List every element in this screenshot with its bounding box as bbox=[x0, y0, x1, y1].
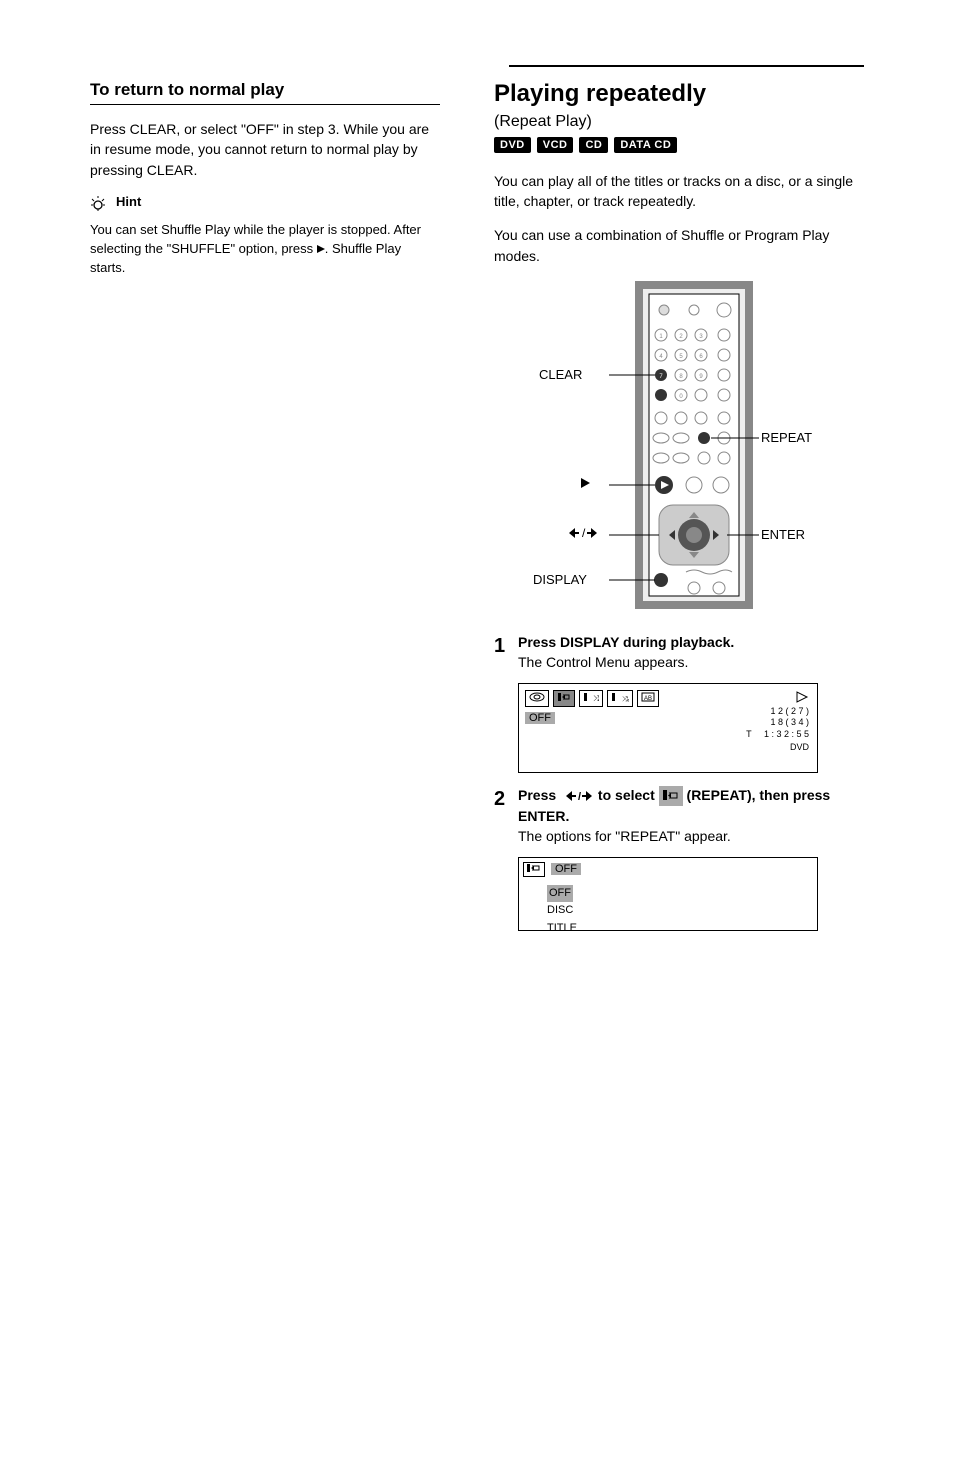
step-2: 2 Press / to select (REPEAT), then press… bbox=[494, 785, 864, 847]
right-para1: You can play all of the titles or tracks… bbox=[494, 171, 864, 212]
badge-datacd: DATA CD bbox=[614, 137, 677, 153]
right-para2: You can use a combination of Shuffle or … bbox=[494, 225, 864, 266]
hint-icon bbox=[90, 196, 106, 215]
svg-text:/: / bbox=[582, 526, 586, 540]
sel-item-disc: DISC bbox=[547, 904, 573, 916]
repeat-options: OFF OFF DISC TITLE bbox=[518, 857, 818, 931]
label-display: DISPLAY bbox=[533, 572, 587, 587]
hint-label: Hint bbox=[116, 194, 141, 209]
menu-icon-3: ⤨ bbox=[579, 690, 603, 707]
menu-icon-4: ⤨₁ bbox=[607, 690, 633, 707]
right-heading: Playing repeatedly bbox=[494, 80, 864, 109]
menu-icon-5: AB bbox=[637, 690, 659, 707]
menu-selected: OFF bbox=[525, 712, 555, 724]
sel-item-title: TITLE bbox=[547, 922, 577, 934]
svg-text:/: / bbox=[578, 791, 581, 802]
label-arrows-icon: / bbox=[561, 526, 603, 543]
menu-icon-repeat bbox=[553, 690, 575, 707]
menu-disc-label: DVD bbox=[790, 742, 809, 752]
control-menu: ⤨ ⤨₁ AB 1 2 ( 2 7 ) 1 8 ( 3 4 ) T 1 : 3 … bbox=[518, 683, 818, 773]
left-para: Press CLEAR, or select "OFF" in step 3. … bbox=[90, 119, 440, 180]
sel-item-off: OFF bbox=[547, 885, 573, 903]
label-repeat: REPEAT bbox=[761, 430, 812, 445]
right-subparen: (Repeat Play) bbox=[494, 113, 864, 131]
svg-text:⤨: ⤨ bbox=[593, 694, 599, 702]
left-heading: To return to normal play bbox=[90, 80, 440, 100]
hint-body: You can set Shuffle Play while the playe… bbox=[90, 221, 440, 278]
sel-header: OFF bbox=[551, 863, 581, 875]
step-1: 1 Press DISPLAY during playback. The Con… bbox=[494, 632, 864, 673]
step2-sub: The options for "REPEAT" appear. bbox=[518, 828, 731, 844]
menu-counter: 1 2 ( 2 7 ) 1 8 ( 3 4 ) T 1 : 3 2 : 5 5 bbox=[746, 706, 809, 741]
svg-text:⤨₁: ⤨₁ bbox=[622, 696, 629, 702]
step1-sub: The Control Menu appears. bbox=[518, 654, 688, 670]
menu-icon-1 bbox=[525, 690, 549, 707]
label-clear: CLEAR bbox=[539, 367, 582, 382]
remote-diagram: 1 2 3 4 5 6 7 8 9 0 bbox=[499, 280, 859, 610]
badge-cd: CD bbox=[579, 137, 608, 153]
label-play-icon bbox=[581, 476, 590, 491]
badge-dvd: DVD bbox=[494, 137, 531, 153]
svg-text:AB: AB bbox=[644, 696, 652, 702]
step1-text: Press DISPLAY during playback. bbox=[518, 634, 734, 650]
sel-icon bbox=[523, 862, 545, 877]
label-enter: ENTER bbox=[761, 527, 805, 542]
disc-badges: DVD VCD CD DATA CD bbox=[494, 137, 864, 153]
badge-vcd: VCD bbox=[537, 137, 574, 153]
